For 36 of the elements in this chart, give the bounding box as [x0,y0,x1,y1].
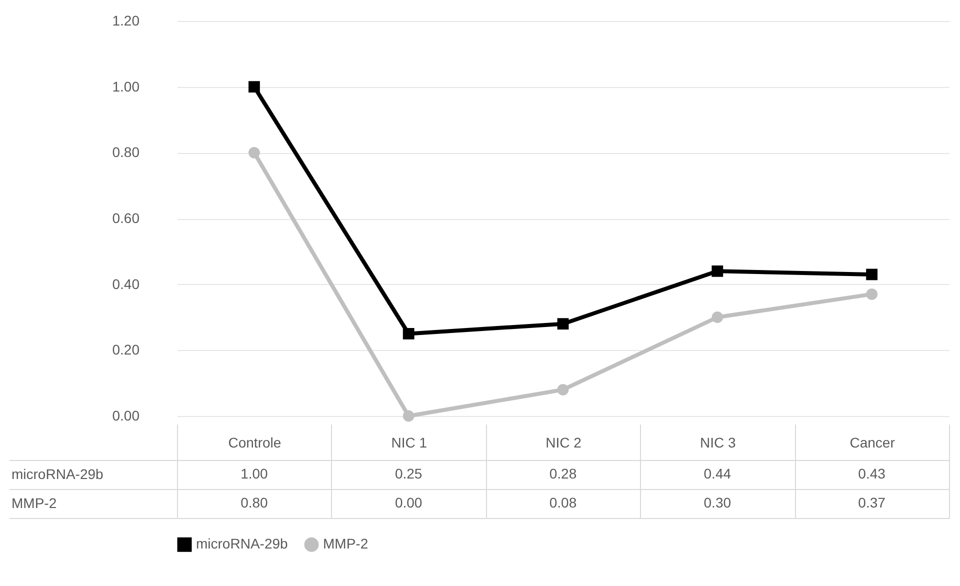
y-tick-label: 1.20 [112,12,140,28]
point [248,81,260,93]
data-label: 0.00 [394,494,422,510]
legend-label: microRNA-29b [196,536,288,552]
point [557,384,569,396]
legend-label: MMP-2 [323,536,368,552]
text: microRNA-29b [12,466,104,482]
point [866,288,878,300]
x-tick-label: Controle [228,434,282,450]
point [402,410,414,422]
point [402,328,414,340]
y-tick-label: 0.20 [112,342,140,358]
data-label: 0.28 [549,466,577,482]
point [712,312,724,323]
data-label: 0.37 [858,494,886,510]
y-tick-label: 0.00 [112,408,140,424]
x-tick-label: NIC 2 [546,434,582,450]
point [866,268,878,280]
text: MMP-2 [12,495,57,511]
data-label: 0.43 [858,466,886,482]
x-tick-label: NIC 3 [700,434,736,450]
y-tick-label: 0.40 [112,276,140,292]
data-label: 1.00 [240,466,268,482]
point [712,265,724,277]
y-tick-label: 0.60 [112,210,140,226]
y-tick-label: 0.80 [112,144,140,160]
point [248,146,260,158]
y-tick-label: 1.00 [112,78,140,94]
data-label: 0.44 [704,466,732,482]
x-tick-label: NIC 1 [391,434,428,450]
point [557,318,569,330]
data-label: 0.25 [394,466,422,482]
data-label: 0.80 [240,494,268,510]
x-tick-label: Cancer [850,434,896,450]
data-label: 0.08 [549,494,577,510]
data-label: 0.30 [704,494,732,510]
